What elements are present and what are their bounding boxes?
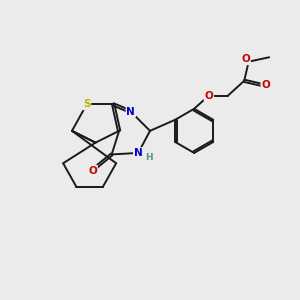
Text: S: S — [83, 99, 90, 110]
Text: H: H — [145, 153, 152, 162]
Text: N: N — [134, 148, 142, 158]
Text: O: O — [205, 91, 213, 100]
Text: O: O — [88, 166, 97, 176]
Text: O: O — [241, 54, 250, 64]
Text: O: O — [261, 80, 270, 90]
Text: N: N — [127, 107, 135, 117]
